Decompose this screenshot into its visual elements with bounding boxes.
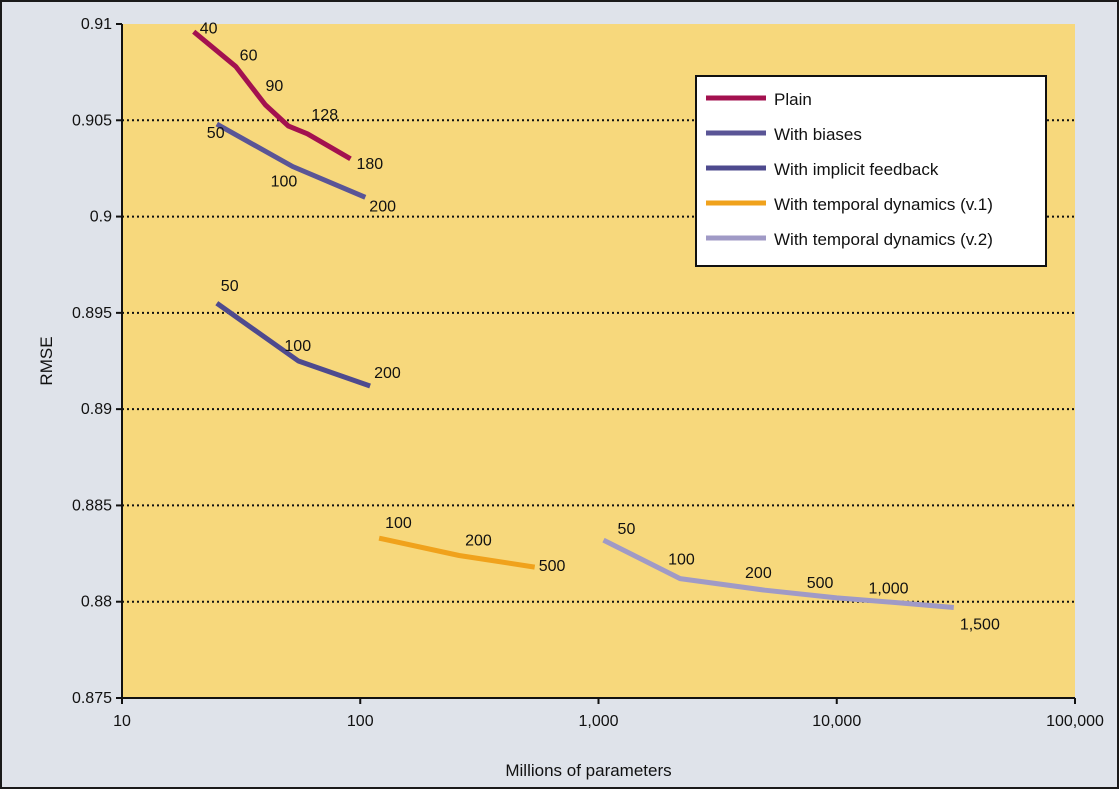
y-tick-label: 0.905 <box>72 112 112 129</box>
point-label: 90 <box>265 78 283 95</box>
x-tick-label: 10,000 <box>812 713 861 730</box>
point-label: 200 <box>465 532 492 549</box>
legend-entry: With temporal dynamics (v.1) <box>774 195 993 214</box>
point-label: 180 <box>356 156 383 173</box>
series-4: 50 100 200 500 1,000 1,500 <box>602 521 1000 633</box>
legend-entry: With implicit feedback <box>774 160 939 179</box>
point-label: 100 <box>284 338 311 355</box>
series-0: 40 60 90 128 180 <box>192 21 383 173</box>
series-line <box>215 121 367 200</box>
legend-entry: With biases <box>774 125 862 144</box>
y-tick-label: 0.88 <box>81 594 112 611</box>
x-axis-title: Millions of parameters <box>505 761 671 780</box>
y-tick-label: 0.875 <box>72 690 112 707</box>
x-axis-ticks: 10 100 1,000 10,000 100,000 <box>113 698 1104 730</box>
point-label: 128 <box>311 107 338 124</box>
point-label: 100 <box>385 515 412 532</box>
x-tick-label: 10 <box>113 713 131 730</box>
series-line <box>378 535 536 570</box>
grid-lines <box>122 119 1075 603</box>
y-tick-label: 0.9 <box>90 209 112 226</box>
series-lines: 40 60 90 128 180 50 100 200 50 100 200 100 200 500 50 1… <box>192 21 1000 633</box>
y-tick-label: 0.895 <box>72 305 112 322</box>
series-3: 100 200 500 <box>378 515 566 575</box>
point-label: 40 <box>200 21 218 38</box>
point-label: 50 <box>618 521 636 538</box>
legend: Plain With biases With implicit feedback Wi… <box>695 75 1047 267</box>
y-tick-label: 0.89 <box>81 401 112 418</box>
point-label: 500 <box>807 575 834 592</box>
series-1: 50 100 200 <box>207 121 396 215</box>
point-label: 200 <box>369 198 396 215</box>
point-label: 200 <box>374 365 401 382</box>
x-tick-label: 100,000 <box>1046 713 1104 730</box>
legend-entry: Plain <box>774 90 812 109</box>
legend-box <box>695 75 1047 267</box>
y-tick-label: 0.91 <box>81 16 112 33</box>
point-label: 100 <box>668 552 695 569</box>
y-axis-title: RMSE <box>37 336 56 385</box>
x-tick-label: 1,000 <box>578 713 618 730</box>
series-line <box>602 537 955 610</box>
point-label: 200 <box>745 565 772 582</box>
series-line <box>215 301 371 389</box>
x-tick-label: 100 <box>347 713 374 730</box>
point-label: 1,500 <box>960 616 1000 633</box>
series-line <box>192 29 352 161</box>
point-label: 500 <box>539 558 566 575</box>
point-label: 1,000 <box>868 581 908 598</box>
y-axis-ticks: 0.875 0.88 0.885 0.89 0.895 0.9 0.905 0.91 <box>72 16 122 707</box>
point-label: 100 <box>271 174 298 191</box>
point-label: 60 <box>240 47 258 64</box>
y-tick-label: 0.885 <box>72 497 112 514</box>
point-label: 50 <box>207 125 225 142</box>
series-2: 50 100 200 <box>215 278 401 389</box>
point-label: 50 <box>221 278 239 295</box>
legend-entry: With temporal dynamics (v.2) <box>774 230 993 249</box>
